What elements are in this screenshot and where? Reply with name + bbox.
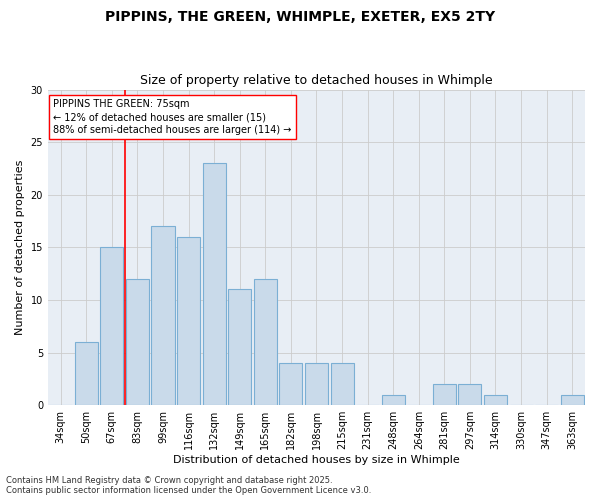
Bar <box>305 363 328 405</box>
Bar <box>254 279 277 405</box>
Y-axis label: Number of detached properties: Number of detached properties <box>15 160 25 335</box>
Bar <box>458 384 481 405</box>
Bar <box>177 237 200 405</box>
Bar <box>151 226 175 405</box>
Bar <box>203 163 226 405</box>
Bar <box>484 394 507 405</box>
Text: PIPPINS, THE GREEN, WHIMPLE, EXETER, EX5 2TY: PIPPINS, THE GREEN, WHIMPLE, EXETER, EX5… <box>105 10 495 24</box>
X-axis label: Distribution of detached houses by size in Whimple: Distribution of detached houses by size … <box>173 455 460 465</box>
Bar <box>382 394 404 405</box>
Text: PIPPINS THE GREEN: 75sqm
← 12% of detached houses are smaller (15)
88% of semi-d: PIPPINS THE GREEN: 75sqm ← 12% of detach… <box>53 99 292 136</box>
Bar <box>126 279 149 405</box>
Bar <box>228 290 251 405</box>
Bar <box>331 363 353 405</box>
Bar <box>280 363 302 405</box>
Bar <box>75 342 98 405</box>
Bar <box>100 248 124 405</box>
Bar <box>433 384 456 405</box>
Bar <box>561 394 584 405</box>
Text: Contains HM Land Registry data © Crown copyright and database right 2025.
Contai: Contains HM Land Registry data © Crown c… <box>6 476 371 495</box>
Title: Size of property relative to detached houses in Whimple: Size of property relative to detached ho… <box>140 74 493 87</box>
